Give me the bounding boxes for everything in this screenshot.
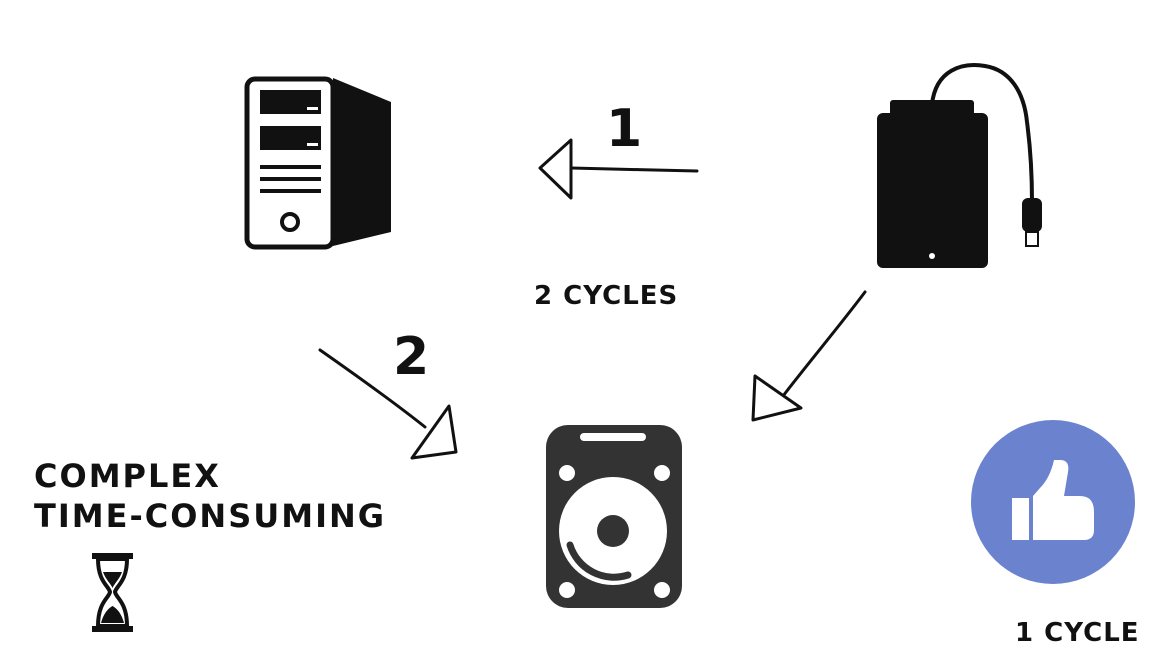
two-cycles-label: 2 CYCLES: [534, 281, 679, 311]
step-two-label: 2: [393, 327, 430, 387]
arrow-drive-to-computer: [538, 138, 699, 200]
step-one-label: 1: [606, 99, 643, 159]
hourglass-icon: [92, 553, 133, 632]
external-drive-icon: [877, 63, 1042, 268]
arrow-computer-to-disk: [318, 348, 458, 460]
thumbs-up-icon: [971, 420, 1135, 584]
arrow-drive-to-disk: [751, 290, 867, 422]
one-cycle-label: 1 CYCLE: [1015, 618, 1140, 648]
note-complex: COMPLEX: [34, 457, 221, 495]
note-time-consuming: TIME-CONSUMING: [34, 497, 387, 535]
desktop-tower-icon: [244, 76, 391, 250]
hard-disk-icon: [546, 425, 682, 608]
